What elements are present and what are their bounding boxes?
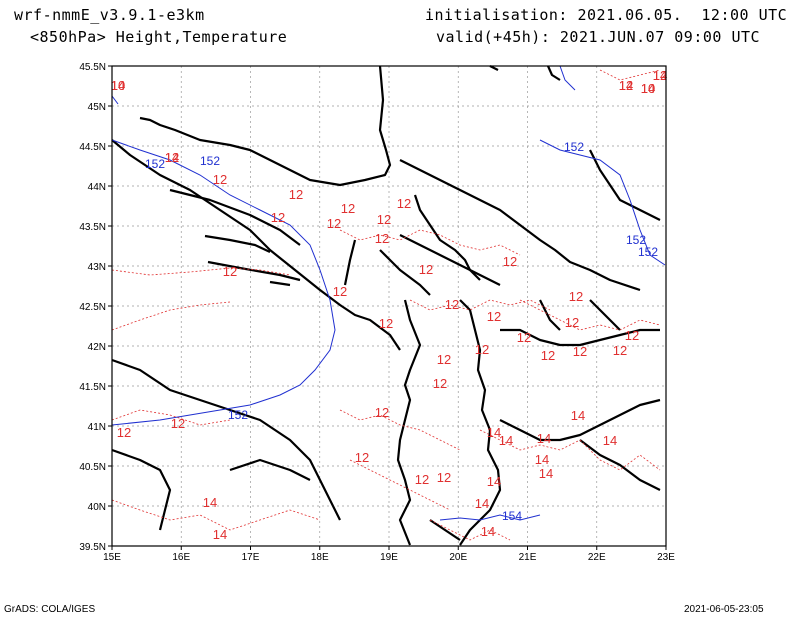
lat-tick-label: 43.5N: [79, 222, 106, 233]
temperature-contour-label: 12: [503, 254, 517, 269]
height-contour-label: 152: [638, 245, 658, 259]
lat-tick-label: 44N: [88, 182, 106, 193]
temperature-contour-label: 12: [487, 309, 501, 324]
temperature-contour-label: 12: [433, 376, 447, 391]
credit: GrADS: COLA/IGES: [4, 604, 95, 615]
temperature-contour-label: 12: [289, 187, 303, 202]
temperature-contour-label: 12: [541, 348, 555, 363]
temperature-contour-label: 14: [603, 433, 617, 448]
temperature-contour-label: 12: [569, 289, 583, 304]
coastlines: [112, 66, 660, 545]
temperature-contour-label: 14: [165, 150, 179, 165]
temperature-contour-label: 14: [499, 433, 513, 448]
lon-tick-label: 15E: [103, 552, 121, 563]
temperature-contour-label: 12: [355, 450, 369, 465]
temperature-contour-label: 14: [535, 452, 549, 467]
lat-tick-label: 40N: [88, 502, 106, 513]
temperature-contour-label: 12: [171, 416, 185, 431]
lat-tick-label: 40.5N: [79, 462, 106, 473]
temperature-contour-label: 12: [377, 212, 391, 227]
temperature-contour-label: 14: [641, 81, 655, 96]
lat-tick-label: 39.5N: [79, 542, 106, 553]
temperature-contour-label: 12: [437, 470, 451, 485]
height-contour-label: 152: [564, 140, 584, 154]
temperature-contour-label: 12: [327, 216, 341, 231]
temperature-contour-label: 12: [415, 472, 429, 487]
temperature-contour-label: 14: [619, 78, 633, 93]
temperature-contour-label: 12: [625, 328, 639, 343]
height-contour-label: 152: [228, 408, 248, 422]
lon-tick-label: 16E: [172, 552, 190, 563]
lat-tick-label: 42.5N: [79, 302, 106, 313]
temperature-contour-label: 14: [539, 466, 553, 481]
temperature-contour-label: 14: [203, 495, 217, 510]
temperature-contour-label: 14: [111, 78, 125, 93]
temperature-contour-label: 12: [445, 297, 459, 312]
height-contour-label: 152: [145, 157, 165, 171]
lon-tick-label: 23E: [657, 552, 675, 563]
temperature-contour-label: 14: [213, 527, 227, 542]
temperature-contour-label: 12: [517, 330, 531, 345]
temperature-contour-label: 12: [223, 264, 237, 279]
temperature-contour-label: 12: [379, 316, 393, 331]
lat-tick-label: 44.5N: [79, 142, 106, 153]
height-contour-label: 152: [200, 154, 220, 168]
temperature-contour-label: 12: [375, 405, 389, 420]
temperature-contour-label: 14: [481, 524, 495, 539]
lat-tick-label: 45.5N: [79, 62, 106, 73]
temperature-contour-label: 12: [375, 231, 389, 246]
temperature-contour-label: 12: [437, 352, 451, 367]
temperature-contour-label: 12: [271, 210, 285, 225]
lon-tick-label: 17E: [242, 552, 260, 563]
temperature-contour-label: 12: [341, 201, 355, 216]
lon-tick-label: 18E: [311, 552, 329, 563]
temperature-contour-label: 12: [419, 262, 433, 277]
temperature-contour-label: 14: [653, 68, 667, 83]
temperature-contour-label: 12: [565, 315, 579, 330]
temperature-contour-label: 12: [397, 196, 411, 211]
temperature-contour-label: 12: [613, 343, 627, 358]
lat-tick-label: 41.5N: [79, 382, 106, 393]
lon-tick-label: 20E: [449, 552, 467, 563]
height-contour-label: 154: [502, 509, 522, 523]
lon-tick-label: 22E: [588, 552, 606, 563]
lat-tick-label: 45N: [88, 102, 106, 113]
lon-tick-label: 19E: [380, 552, 398, 563]
temperature-contour-label: 12: [333, 284, 347, 299]
temperature-contour-label: 14: [537, 431, 551, 446]
lat-tick-label: 42N: [88, 342, 106, 353]
temperature-contour-label: 14: [571, 408, 585, 423]
timestamp: 2021-06-05-23:05: [684, 604, 764, 615]
temperature-contour-label: 12: [573, 344, 587, 359]
temperature-contour-label: 12: [117, 425, 131, 440]
temperature-contour-label: 14: [475, 496, 489, 511]
temperature-contour-label: 14: [487, 474, 501, 489]
lon-tick-label: 21E: [519, 552, 537, 563]
temperature-contour-label: 12: [213, 172, 227, 187]
temperature-contour-label: 12: [475, 342, 489, 357]
lat-tick-label: 41N: [88, 422, 106, 433]
lat-tick-label: 43N: [88, 262, 106, 273]
